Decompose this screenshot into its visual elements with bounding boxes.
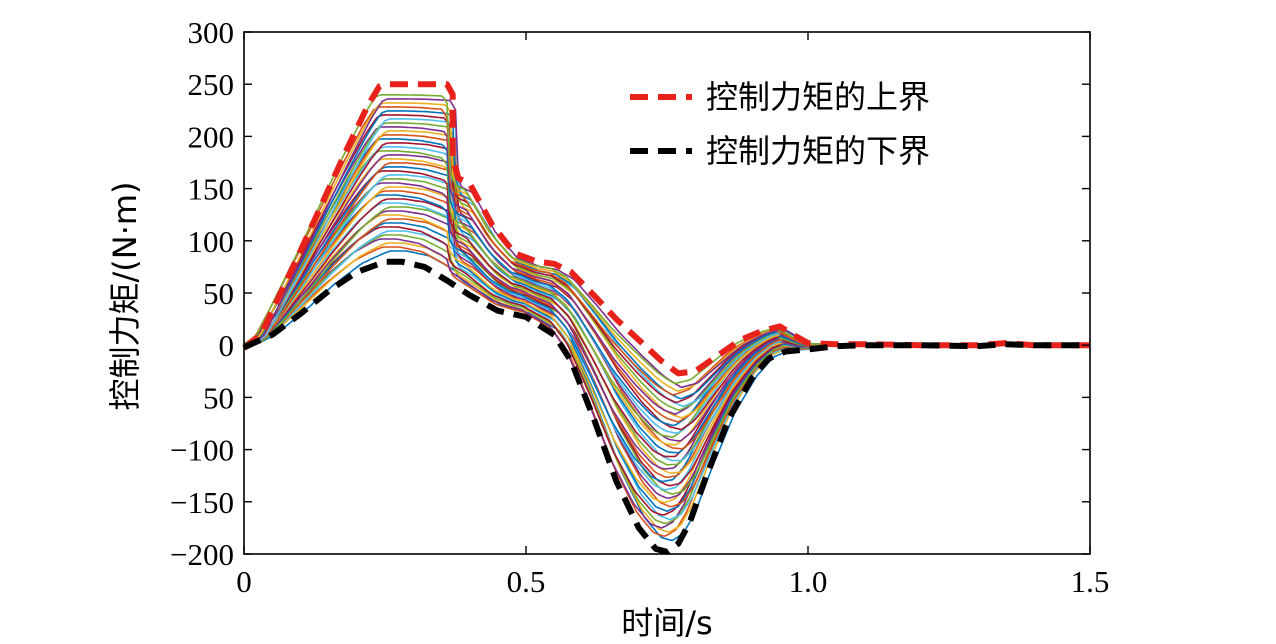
- x-tick-label: 1.5: [1071, 564, 1110, 599]
- trajectory-line: [243, 214, 1090, 504]
- y-tick-label: 250: [188, 67, 235, 102]
- trajectory-line: [243, 158, 1090, 446]
- trajectory-line: [243, 138, 1090, 427]
- trajectory-line: [244, 142, 1090, 431]
- trajectory-line: [244, 250, 1090, 542]
- y-tick-label: 150: [188, 172, 235, 207]
- x-tick-label: 0.5: [507, 564, 546, 599]
- x-axis-label: 时间/s: [621, 604, 712, 642]
- trajectory-line: [243, 170, 1090, 458]
- y-tick-label: 50: [203, 276, 234, 311]
- upper-bound-line: [242, 81, 1090, 377]
- trajectory-line: [244, 118, 1090, 408]
- y-tick-label: 300: [188, 15, 235, 50]
- lower-bound-line: [242, 258, 1090, 555]
- y-tick-label: 100: [188, 224, 235, 259]
- bound-lines: [242, 81, 1090, 555]
- axes: 0 0.5 1.0 1.5 300 250 200 150 100 50 0 50 −100 −150 −2…: [170, 15, 1109, 599]
- y-tick-label: 0: [219, 328, 235, 363]
- trajectory-line: [243, 210, 1090, 499]
- trajectory-line: [243, 150, 1090, 439]
- y-axis-label: 控制力矩/(N·m): [106, 181, 144, 410]
- legend-label: 控制力矩的下界: [706, 132, 930, 170]
- y-tick-label: −100: [170, 433, 234, 468]
- y-tick-label: 200: [188, 119, 235, 154]
- trajectory-curves: [243, 94, 1090, 542]
- trajectory-line: [243, 242, 1090, 533]
- trajectory-line: [243, 110, 1090, 400]
- y-tick-label: 50: [203, 380, 234, 415]
- trajectory-line: [244, 218, 1090, 508]
- x-tick-label: 0: [236, 564, 252, 599]
- trajectory-line: [243, 190, 1090, 479]
- plot-frame: [243, 31, 1091, 555]
- y-tick-label: −150: [170, 485, 234, 520]
- trajectory-line: [244, 130, 1090, 419]
- legend-label: 控制力矩的上界: [706, 78, 930, 116]
- x-tick-label: 1.0: [789, 564, 828, 599]
- trajectory-line: [244, 230, 1090, 521]
- y-tick-label: −200: [170, 537, 234, 572]
